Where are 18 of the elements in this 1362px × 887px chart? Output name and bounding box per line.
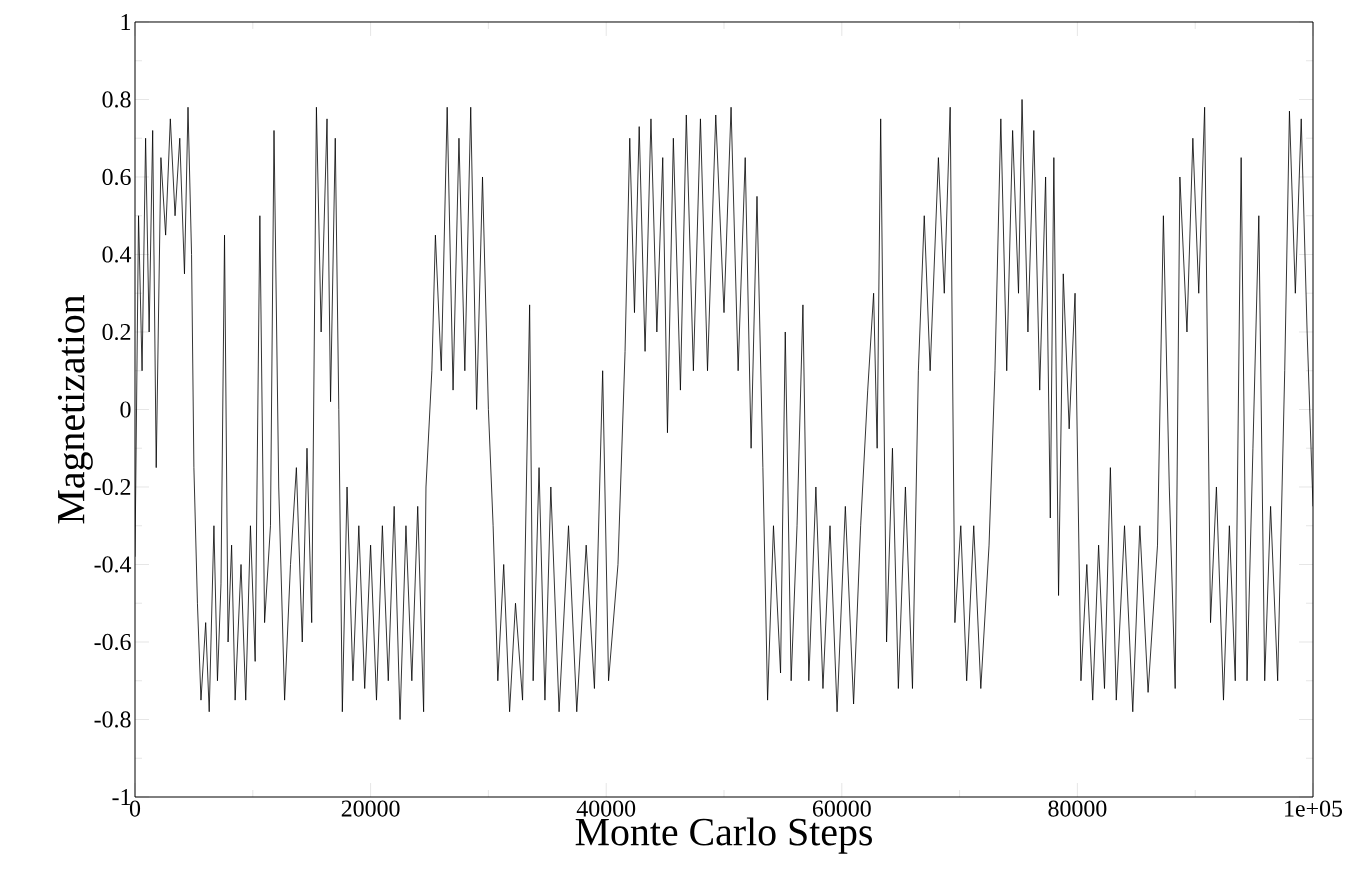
y-tick-label: -0.8: [94, 711, 131, 728]
y-axis-title: Magnetization: [57, 294, 93, 524]
y-tick-label: -0.2: [94, 478, 131, 496]
y-tick-label: 0.2: [102, 323, 131, 341]
y-tick-label: -1: [112, 789, 131, 805]
x-tick-label: 1e+05: [1285, 800, 1343, 817]
x-axis-title: Monte Carlo Steps: [575, 817, 872, 854]
y-tick-label: 0: [120, 401, 131, 418]
x-tick-label: 40000: [576, 800, 636, 817]
y-tick-label: 0.8: [102, 91, 131, 108]
y-tick-label: 0.4: [102, 246, 132, 263]
y-tick-label: -0.4: [94, 556, 132, 573]
x-tick-label: 80000: [1048, 800, 1107, 817]
y-tick-label: 1: [121, 14, 131, 30]
y-tick-label: 0.6: [102, 168, 131, 186]
x-tick-label: 60000: [812, 800, 871, 817]
x-tick-label: 20000: [341, 800, 400, 817]
y-tick-label: -0.6: [94, 633, 131, 651]
